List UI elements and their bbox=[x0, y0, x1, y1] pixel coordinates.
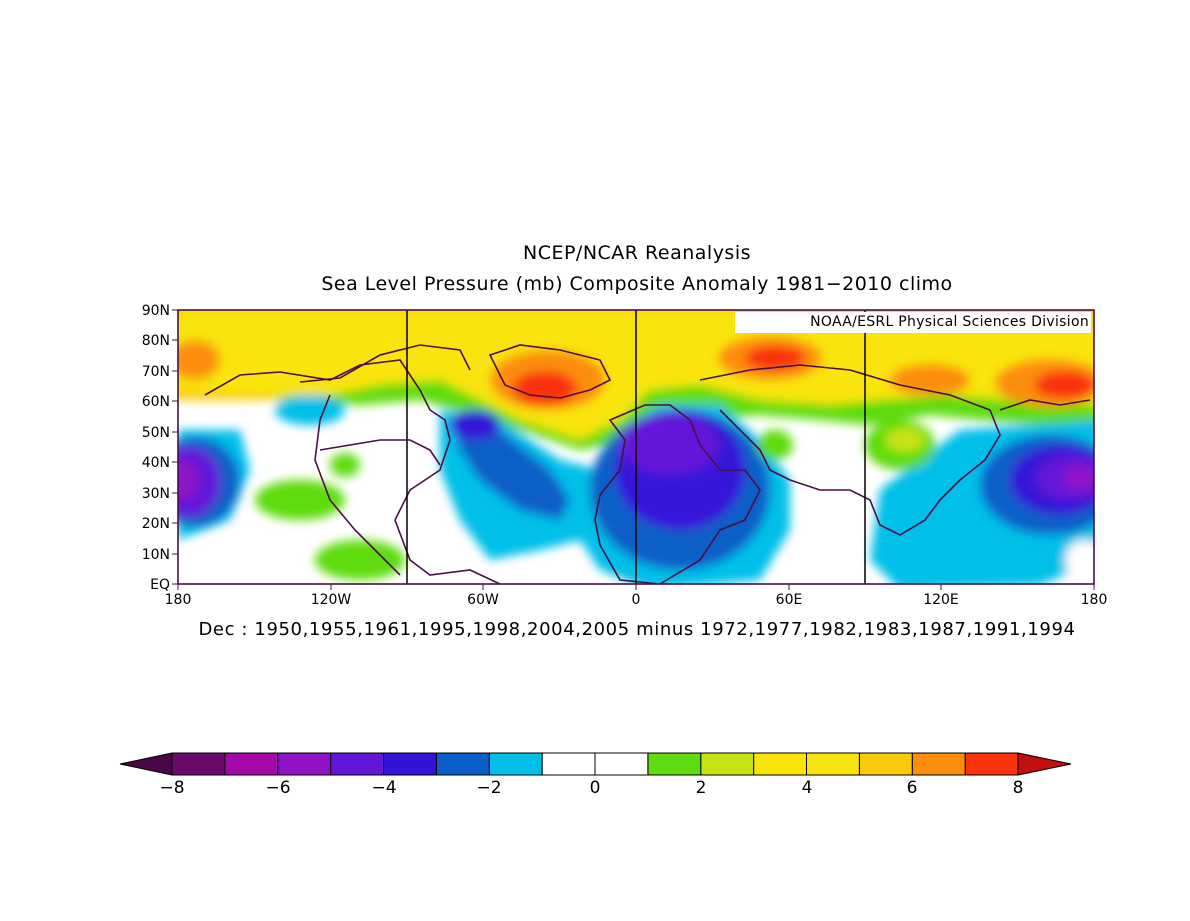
colorbar-swatch bbox=[541, 752, 596, 776]
lon-label: 60E bbox=[775, 592, 803, 608]
colorbar-tick-label: 2 bbox=[695, 778, 707, 798]
colorbar-swatch bbox=[753, 752, 807, 776]
lon-label: 120W bbox=[310, 592, 352, 608]
colorbar-high-end bbox=[1017, 752, 1072, 776]
colorbar-swatch bbox=[700, 752, 755, 776]
colorbar-tick-label: −8 bbox=[159, 778, 185, 798]
colorbar-tick-label: −6 bbox=[265, 778, 291, 798]
chart-subtitle: Sea Level Pressure (mb) Composite Anomal… bbox=[321, 273, 953, 295]
lat-label: 70N bbox=[141, 364, 170, 380]
colorbar-low-end bbox=[119, 752, 173, 776]
colorbar-swatch bbox=[964, 752, 1019, 776]
colorbar-tick-label: 8 bbox=[1012, 778, 1024, 798]
lat-label: 30N bbox=[141, 486, 170, 502]
lat-label: EQ bbox=[150, 577, 170, 593]
colorbar-tick-label: 0 bbox=[589, 778, 601, 798]
lon-label: 120E bbox=[923, 592, 959, 608]
lat-label: 10N bbox=[141, 547, 170, 563]
chart-title: NCEP/NCAR Reanalysis bbox=[522, 242, 752, 264]
colorbar-swatch bbox=[806, 752, 860, 776]
colorbar-swatch bbox=[488, 752, 543, 776]
colorbar-swatch bbox=[330, 752, 384, 776]
lat-label: 40N bbox=[141, 455, 170, 471]
colorbar bbox=[119, 752, 1072, 776]
colorbar-tick-label: −4 bbox=[371, 778, 397, 798]
anomaly-field bbox=[178, 310, 1094, 584]
colorbar-swatch bbox=[383, 752, 437, 776]
colorbar-swatch bbox=[911, 752, 966, 776]
colorbar-swatch bbox=[171, 752, 226, 776]
lat-label: 80N bbox=[141, 333, 170, 349]
lon-label: 180 bbox=[1080, 592, 1108, 608]
axis-ticks bbox=[172, 309, 1095, 590]
lat-label: 50N bbox=[141, 425, 170, 441]
colorbar-swatch bbox=[277, 752, 332, 776]
lat-label: 90N bbox=[141, 303, 170, 319]
lon-label: 60W bbox=[467, 592, 499, 608]
colorbar-tick-label: 6 bbox=[906, 778, 918, 798]
lon-label: 0 bbox=[631, 592, 641, 608]
credit-label: NOAA/ESRL Physical Sciences Division bbox=[735, 312, 1091, 333]
colorbar-swatch bbox=[594, 752, 649, 776]
colorbar-tick-label: −2 bbox=[476, 778, 502, 798]
composite-caption: Dec : 1950,1955,1961,1995,1998,2004,2005… bbox=[198, 619, 1076, 640]
colorbar-swatch bbox=[647, 752, 702, 776]
colorbar-tick-label: 4 bbox=[801, 778, 813, 798]
grid-lines bbox=[406, 310, 866, 584]
lon-label: 180 bbox=[164, 592, 192, 608]
colorbar-swatch bbox=[224, 752, 279, 776]
colorbar-swatch bbox=[858, 752, 913, 776]
lat-label: 20N bbox=[141, 516, 170, 532]
colorbar-swatch bbox=[435, 752, 490, 776]
lat-label: 60N bbox=[141, 394, 170, 410]
coastlines bbox=[204, 344, 1091, 584]
